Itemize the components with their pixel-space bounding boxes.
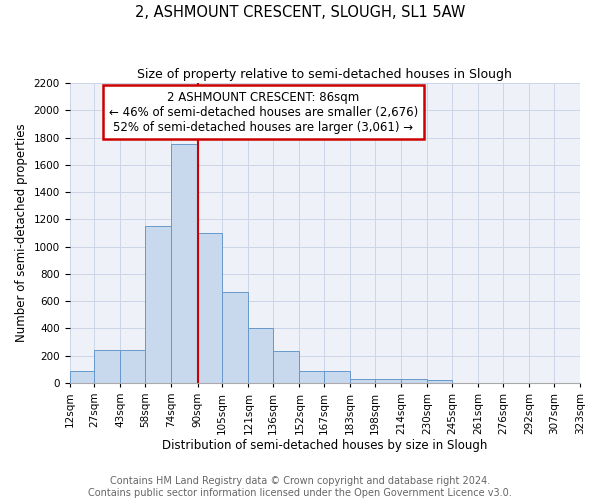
Bar — [70, 370, 94, 383]
Bar — [401, 380, 427, 383]
Bar — [222, 292, 248, 383]
Text: 2 ASHMOUNT CRESCENT: 86sqm
← 46% of semi-detached houses are smaller (2,676)
52%: 2 ASHMOUNT CRESCENT: 86sqm ← 46% of semi… — [109, 90, 418, 134]
Text: Contains HM Land Registry data © Crown copyright and database right 2024.
Contai: Contains HM Land Registry data © Crown c… — [88, 476, 512, 498]
Bar — [121, 350, 145, 383]
Bar — [171, 144, 197, 383]
Bar — [197, 233, 222, 383]
Bar — [248, 328, 273, 383]
Bar — [299, 370, 324, 383]
Bar — [94, 350, 121, 383]
Title: Size of property relative to semi-detached houses in Slough: Size of property relative to semi-detach… — [137, 68, 512, 80]
Bar — [350, 378, 375, 383]
Y-axis label: Number of semi-detached properties: Number of semi-detached properties — [15, 124, 28, 342]
Bar — [375, 378, 401, 383]
Bar — [324, 371, 350, 383]
Bar — [427, 380, 452, 383]
Text: 2, ASHMOUNT CRESCENT, SLOUGH, SL1 5AW: 2, ASHMOUNT CRESCENT, SLOUGH, SL1 5AW — [135, 5, 465, 20]
Bar — [145, 226, 171, 383]
X-axis label: Distribution of semi-detached houses by size in Slough: Distribution of semi-detached houses by … — [162, 440, 487, 452]
Bar — [273, 352, 299, 383]
